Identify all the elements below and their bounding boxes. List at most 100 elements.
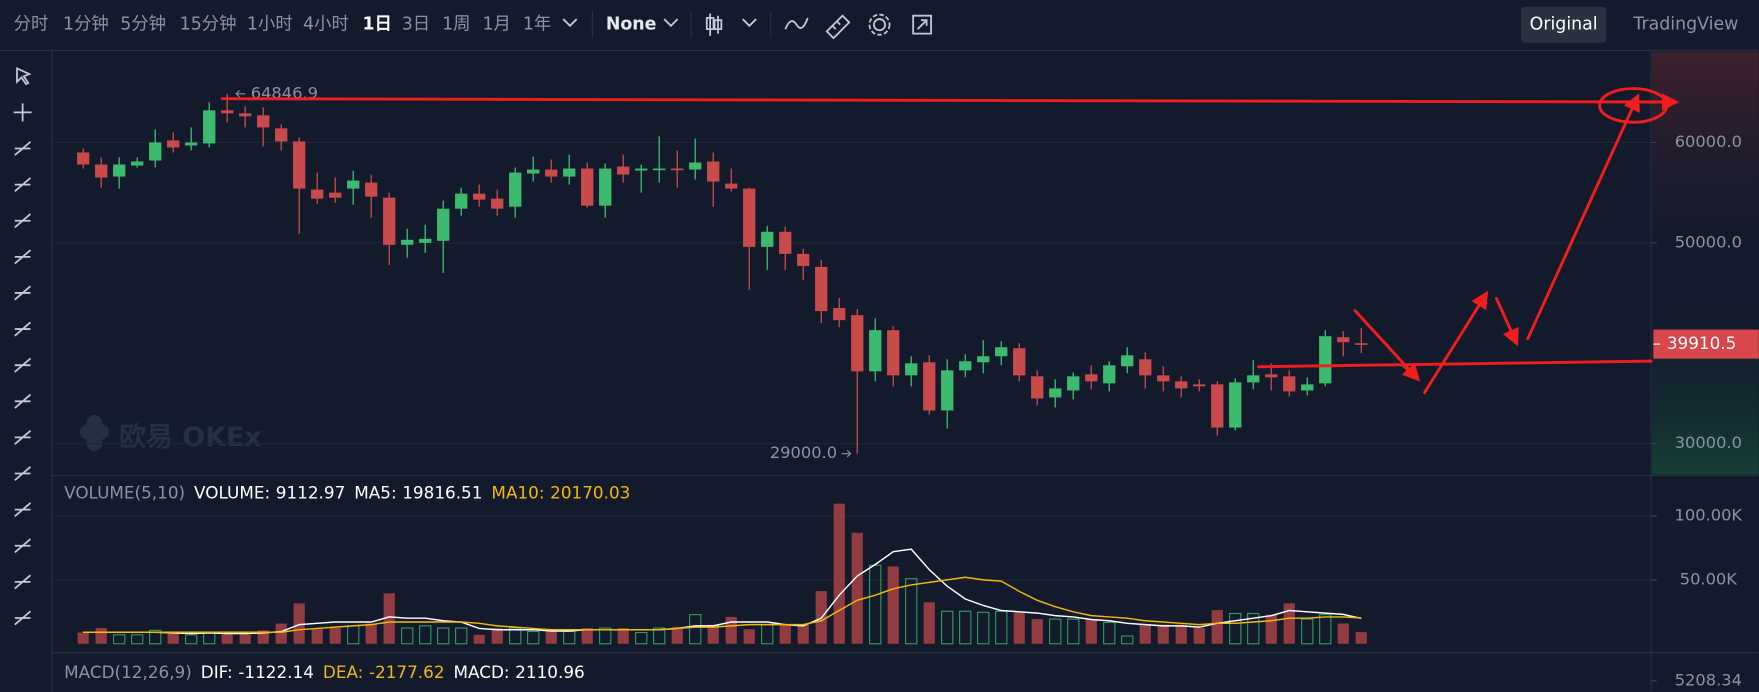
tool-icon[interactable]	[14, 502, 32, 518]
candle-body	[1337, 337, 1350, 343]
tool-icon[interactable]	[13, 103, 32, 122]
interval-tab[interactable]: 4小时	[303, 15, 349, 35]
settings-icon[interactable]	[872, 18, 887, 32]
legend-name: DEA:	[323, 662, 363, 682]
volume-bar	[365, 623, 377, 644]
interval-tab[interactable]: 1月	[482, 15, 510, 35]
volume-bar	[509, 627, 522, 645]
interval-tab[interactable]: 1小时	[247, 15, 293, 35]
interval-tab[interactable]: 3日	[402, 15, 430, 35]
tool-icon[interactable]	[14, 321, 32, 337]
volume-bar	[707, 624, 719, 644]
legend-name: MA10:	[491, 482, 544, 502]
candle-icon[interactable]	[705, 13, 723, 36]
y-tick-label: 50.00K	[1680, 569, 1738, 588]
candle-body	[779, 231, 792, 254]
volume-bar	[887, 566, 899, 644]
tool-icon[interactable]	[14, 285, 32, 301]
y-tick-label: 5208.34	[1675, 670, 1742, 689]
candle-body	[743, 188, 756, 247]
legend-value: 9112.97	[276, 482, 346, 502]
dropdown[interactable]	[742, 18, 757, 28]
dropdown[interactable]	[663, 18, 679, 28]
fullscreen-icon[interactable]	[912, 14, 932, 35]
ruler-icon[interactable]	[825, 14, 851, 40]
settings-icon[interactable]	[868, 13, 891, 36]
axis-gradient	[1652, 51, 1759, 475]
interval-tab[interactable]: 1周	[442, 15, 470, 35]
volume-bar	[1175, 624, 1187, 644]
interval-tab[interactable]: 分时	[14, 15, 49, 35]
sidebar[interactable]	[13, 67, 32, 626]
candle-body	[545, 169, 558, 177]
volume-bar	[941, 610, 954, 645]
volume-bar	[383, 593, 395, 644]
y-tick-label: 30000.0	[1675, 433, 1742, 452]
candle-body	[689, 162, 702, 170]
interval-tab[interactable]: 1年	[523, 15, 551, 35]
volume-bar	[779, 624, 791, 644]
tool-icon[interactable]	[14, 177, 32, 193]
candle-body	[599, 168, 612, 206]
candle-body	[221, 110, 234, 114]
interval-tab[interactable]: 5分钟	[120, 15, 166, 35]
candle-body	[311, 189, 324, 199]
volume-bar	[527, 630, 540, 645]
volume-bar	[959, 610, 972, 645]
candle-body	[1301, 384, 1314, 391]
volume-bar	[275, 623, 287, 644]
view-active[interactable]	[1521, 6, 1607, 43]
volume-bar	[77, 632, 89, 644]
volume-bar	[293, 603, 305, 644]
annotation-circle	[1598, 87, 1669, 124]
candle-body	[563, 168, 576, 177]
ma-line	[83, 576, 1362, 633]
candle-body	[671, 168, 684, 171]
tool-icon[interactable]	[14, 393, 32, 409]
toolbar-icons[interactable]	[562, 6, 1607, 43]
volume-bar	[473, 634, 485, 644]
y-tick-label: 60000.0	[1675, 132, 1742, 151]
tool-icon[interactable]	[14, 213, 32, 229]
legend-value: 20170.03	[550, 482, 630, 502]
candle-body	[617, 166, 630, 175]
annotation-arrow	[1526, 93, 1640, 341]
tool-icon[interactable]	[14, 574, 32, 590]
volume-bar	[1085, 619, 1097, 644]
volume-bar	[977, 611, 990, 645]
volume-bar	[419, 625, 432, 645]
volume-bar	[671, 626, 683, 644]
candle-body	[473, 193, 486, 200]
tool-icon[interactable]	[14, 538, 32, 554]
volume-bar	[725, 616, 737, 644]
indicator-select[interactable]: None	[606, 15, 657, 35]
dropdown[interactable]	[562, 18, 578, 28]
volume-bar	[635, 631, 648, 645]
volume-bar	[797, 624, 809, 644]
panel-legend: MACD(12,26,9) DIF: -1122.14 DEA: -2177.62 MAC…	[64, 662, 585, 682]
volume-bar	[95, 628, 107, 644]
view-tab[interactable]: TradingView	[1632, 15, 1738, 35]
panel-legend: VOLUME(5,10) VOLUME: 9112.97 MA5: 19816.51 MA…	[64, 482, 630, 502]
candle-body	[815, 266, 828, 312]
candle-body	[167, 140, 180, 148]
tool-icon[interactable]	[16, 67, 32, 86]
interval-tab[interactable]: 15分钟	[180, 15, 237, 35]
tool-icon[interactable]	[14, 429, 32, 445]
interval-tab[interactable]: 1分钟	[63, 15, 109, 35]
view-tab[interactable]: Original	[1530, 15, 1598, 35]
tool-icon[interactable]	[14, 610, 32, 626]
legend-title: MACD(12,26,9)	[64, 662, 192, 682]
candle-body	[941, 370, 954, 411]
interval-tab[interactable]: 1日	[362, 15, 391, 35]
volume-bar	[1301, 618, 1314, 645]
indicator-icon[interactable]	[784, 17, 809, 30]
annotation-arrow	[1423, 290, 1489, 395]
tool-icon[interactable]	[14, 249, 32, 265]
tool-icon[interactable]	[14, 357, 32, 373]
tool-icon[interactable]	[14, 141, 32, 156]
volume-bar	[923, 602, 935, 644]
candle-body	[419, 238, 432, 243]
tool-icon[interactable]	[14, 466, 32, 481]
